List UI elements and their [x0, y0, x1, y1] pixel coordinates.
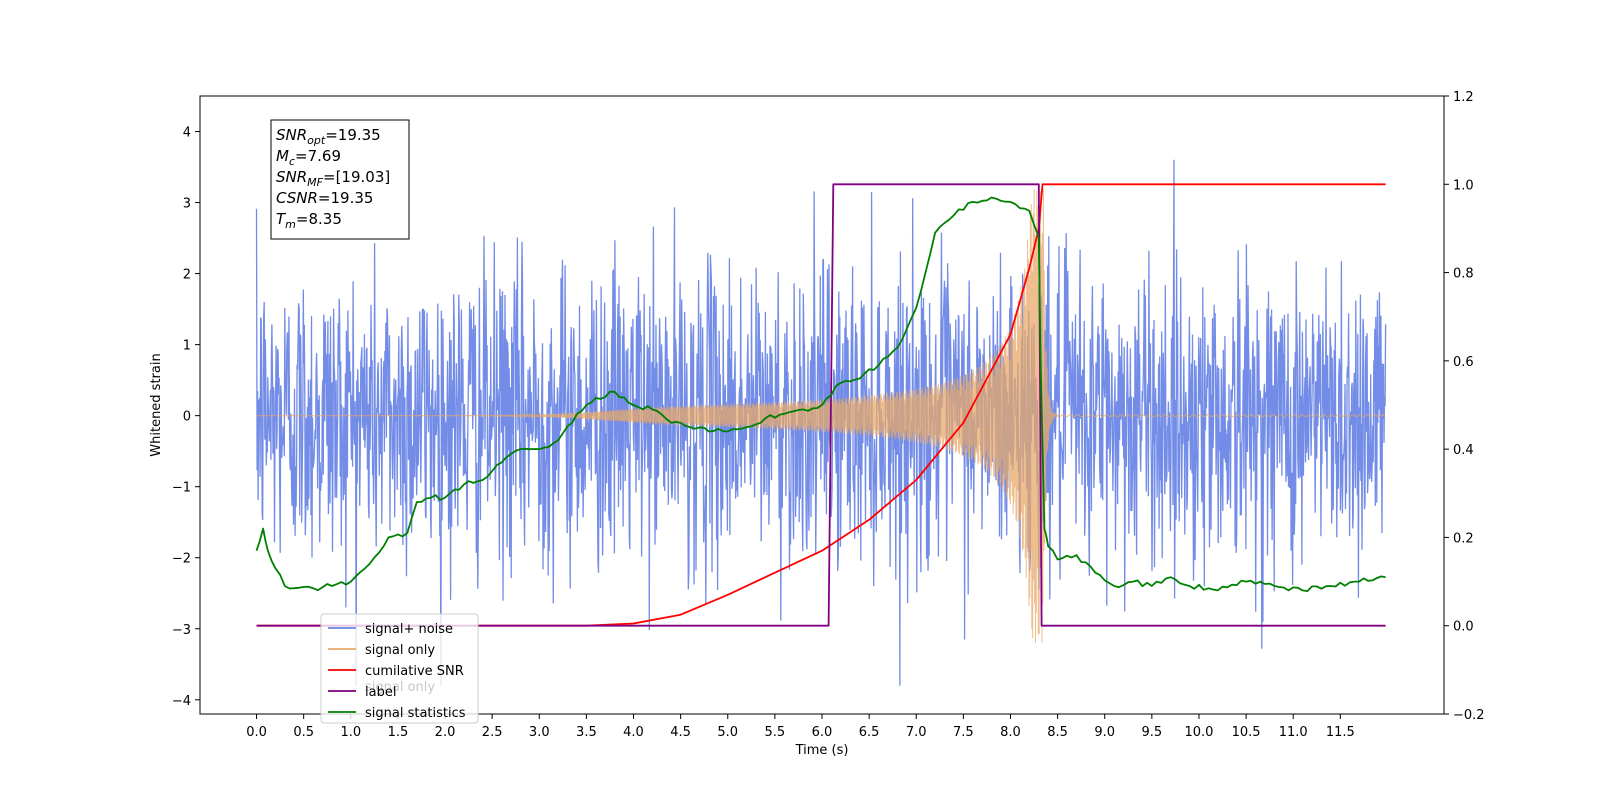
x-tick-label: 9.0: [1094, 725, 1115, 740]
x-tick-label: 8.5: [1047, 725, 1068, 740]
y-right-tick-label: 0.8: [1453, 267, 1474, 282]
x-tick-label: 3.5: [576, 725, 597, 740]
y-right-tick-label: 0.0: [1453, 620, 1474, 635]
x-tick-label: 8.0: [1000, 725, 1021, 740]
annotation-line: CSNR=19.35: [276, 189, 373, 207]
series-cumulative-snr-line: [256, 183, 1386, 627]
x-tick-label: 2.5: [482, 725, 503, 740]
annotation-line: SNRopt=19.35: [276, 126, 381, 147]
y-left-tick-label: 2: [183, 268, 191, 283]
legend-frame: [320, 613, 479, 724]
y-left-tick-label: 4: [183, 126, 191, 141]
legend-entry-label: signal only: [365, 643, 435, 658]
series-signal-only-line: [256, 189, 1386, 643]
y-left-tick-label: −1: [172, 481, 191, 496]
x-tick-label: 11.0: [1279, 725, 1308, 740]
y-left-tick-label: 0: [183, 410, 191, 425]
legend-overlap-text: signal only: [365, 680, 435, 695]
annotation-line: Mc=7.69: [276, 147, 341, 168]
annotation-frame: [270, 119, 410, 240]
x-tick-label: 10.0: [1184, 725, 1213, 740]
x-tick-label: 6.5: [859, 725, 880, 740]
y-right-tick-label: 0.6: [1453, 355, 1474, 370]
x-tick-label: 9.5: [1142, 725, 1163, 740]
annotation-line: Tm=8.35: [276, 210, 342, 231]
y-left-tick-label: 1: [183, 339, 191, 354]
x-tick-label: 4.0: [623, 725, 644, 740]
trace-layer: [255, 159, 1387, 686]
legend-entry-label: signal statistics: [365, 706, 466, 721]
y-right-tick-label: 0.4: [1453, 443, 1474, 458]
x-tick-label: 6.0: [812, 725, 833, 740]
x-tick-label: 5.5: [765, 725, 786, 740]
axes-layer: 0.0 0.5 1.0 1.5 2.0 2.5 3.0 3.5 4.0 4.5 5.0 5.5 6.0 6…: [172, 90, 1485, 740]
stats-annotation-box: SNRopt=19.35Mc=7.69SNRMF=[19.03]CSNR=19.…: [270, 119, 410, 240]
x-tick-label: 1.0: [340, 725, 361, 740]
legend-entry-label: cumilative SNR: [365, 664, 464, 679]
y-right-tick-label: 1.2: [1453, 90, 1474, 105]
x-tick-label: 4.5: [670, 725, 691, 740]
annotation-line: SNRMF=[19.03]: [276, 168, 390, 189]
x-tick-label: 10.5: [1232, 725, 1261, 740]
y-right-tick-label: −0.2: [1453, 708, 1485, 723]
y-left-tick-label: −3: [172, 623, 191, 638]
y-left-tick-label: 3: [183, 197, 191, 212]
legend-entry-label: label: [365, 685, 396, 700]
x-tick-label: 0.5: [293, 725, 314, 740]
y-right-tick-label: 1.0: [1453, 178, 1474, 193]
x-tick-label: 11.5: [1326, 725, 1355, 740]
x-tick-label: 7.0: [906, 725, 927, 740]
y-right-tick-label: 0.2: [1453, 531, 1474, 546]
x-axis-label: Time (s): [795, 743, 849, 758]
x-tick-label: 5.0: [717, 725, 738, 740]
x-tick-label: 3.0: [529, 725, 550, 740]
legend-entry-label: signal+ noise: [365, 622, 453, 637]
y-left-tick-label: −2: [172, 552, 191, 567]
x-tick-label: 0.0: [246, 725, 267, 740]
series-signal-statistics-line: [255, 196, 1386, 592]
y-left-tick-label: −4: [172, 694, 191, 709]
x-tick-label: 7.5: [953, 725, 974, 740]
x-tick-label: 2.0: [435, 725, 456, 740]
series-label-line: [256, 183, 1386, 627]
x-tick-label: 1.5: [388, 725, 409, 740]
y-axis-label-left: Whitened strain: [149, 353, 164, 456]
